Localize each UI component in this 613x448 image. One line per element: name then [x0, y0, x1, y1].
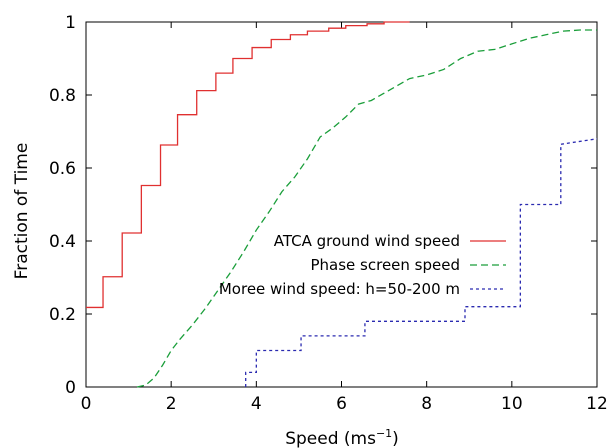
y-tick-label: 0.4	[49, 232, 76, 252]
series-line-moree-wind	[245, 138, 598, 387]
plot-area	[86, 21, 598, 388]
axes	[85, 21, 598, 388]
x-tick-label: 10	[501, 394, 523, 414]
x-tick-label: 2	[166, 394, 177, 414]
legend-label-moree: Moree wind speed: h=50-200 m	[219, 280, 460, 298]
y-tick-label: 1	[65, 13, 76, 33]
y-axis-label: Fraction of Time	[12, 143, 32, 280]
y-tick-label: 0.2	[49, 305, 76, 325]
y-tick-label: 0.6	[49, 159, 76, 179]
tick-labels: 0 2 4 6 8 10 12 0 0.2 0.4 0.6 0.8 1	[49, 13, 608, 414]
series-line-atca-ground-wind	[86, 21, 410, 309]
legend: ATCA ground wind speed Phase screen spee…	[219, 232, 506, 298]
legend-label-atca: ATCA ground wind speed	[274, 232, 460, 250]
x-tick-label: 12	[586, 394, 608, 414]
x-axis-label: Speed (ms−1)	[285, 427, 399, 448]
y-tick-label: 0	[65, 378, 76, 398]
x-tick-label: 0	[81, 394, 92, 414]
x-tick-label: 6	[336, 394, 347, 414]
series-line-phase-screen	[136, 29, 597, 388]
y-tick-label: 0.8	[49, 86, 76, 106]
legend-label-phase-screen: Phase screen speed	[310, 256, 460, 274]
x-tick-label: 4	[251, 394, 262, 414]
x-tick-label: 8	[421, 394, 432, 414]
